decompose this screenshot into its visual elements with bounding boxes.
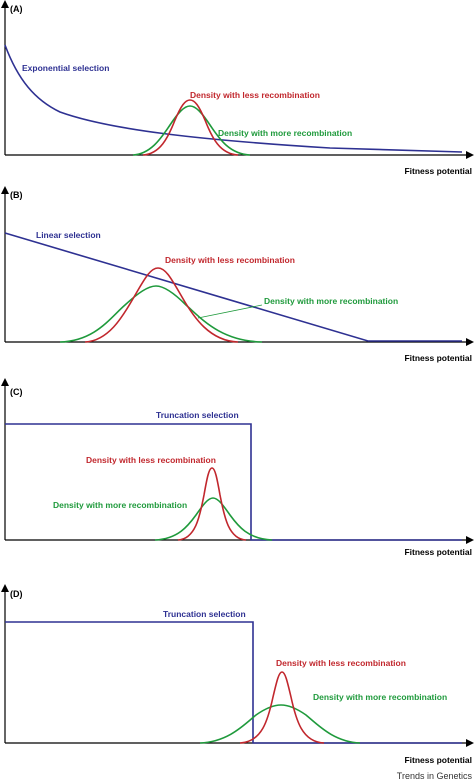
more-recombination-density xyxy=(59,285,263,343)
selection-label: Truncation selection xyxy=(156,410,239,420)
less-recombination-label: Density with less recombination xyxy=(86,455,216,465)
less-recombination-label: Density with less recombination xyxy=(276,658,406,668)
panel-c: (C) Truncation selection Density with le… xyxy=(1,378,474,557)
x-axis-label: Fitness potential xyxy=(404,755,472,765)
more-recombination-label: Density with more recombination xyxy=(313,692,447,702)
more-recombination-label: Density with more recombination xyxy=(218,128,352,138)
x-axis-label: Fitness potential xyxy=(404,353,472,363)
less-recombination-density xyxy=(84,267,239,343)
more-recombination-density xyxy=(154,497,273,541)
selection-label: Exponential selection xyxy=(22,63,109,73)
more-recombination-leader xyxy=(197,304,263,319)
selection-label: Linear selection xyxy=(36,230,101,240)
more-recombination-label: Density with more recombination xyxy=(264,296,398,306)
panel-tag: (D) xyxy=(10,589,23,599)
more-recombination-label: Density with more recombination xyxy=(53,500,187,510)
less-recombination-density xyxy=(142,99,239,156)
journal-credit: Trends in Genetics xyxy=(397,771,473,781)
less-recombination-density xyxy=(239,671,325,744)
truncation-selection-step xyxy=(5,621,462,744)
linear-selection-line xyxy=(4,232,462,342)
panel-d: (D) Truncation selection Density with le… xyxy=(1,584,474,765)
x-axis-label: Fitness potential xyxy=(404,166,472,176)
panel-tag: (C) xyxy=(10,387,23,397)
exponential-selection-curve xyxy=(4,44,463,153)
less-recombination-label: Density with less recombination xyxy=(165,255,295,265)
panel-tag: (B) xyxy=(10,190,23,200)
x-axis-label: Fitness potential xyxy=(404,547,472,557)
panel-b: (B) Linear selection Density with less r… xyxy=(1,186,474,363)
more-recombination-density xyxy=(199,704,361,744)
less-recombination-label: Density with less recombination xyxy=(190,90,320,100)
panel-a: (A) Exponential selection Density with l… xyxy=(1,0,474,176)
selection-label: Truncation selection xyxy=(163,609,246,619)
more-recombination-density xyxy=(132,105,251,156)
truncation-selection-step xyxy=(5,423,462,541)
panel-tag: (A) xyxy=(10,4,23,14)
less-recombination-density xyxy=(177,467,247,541)
